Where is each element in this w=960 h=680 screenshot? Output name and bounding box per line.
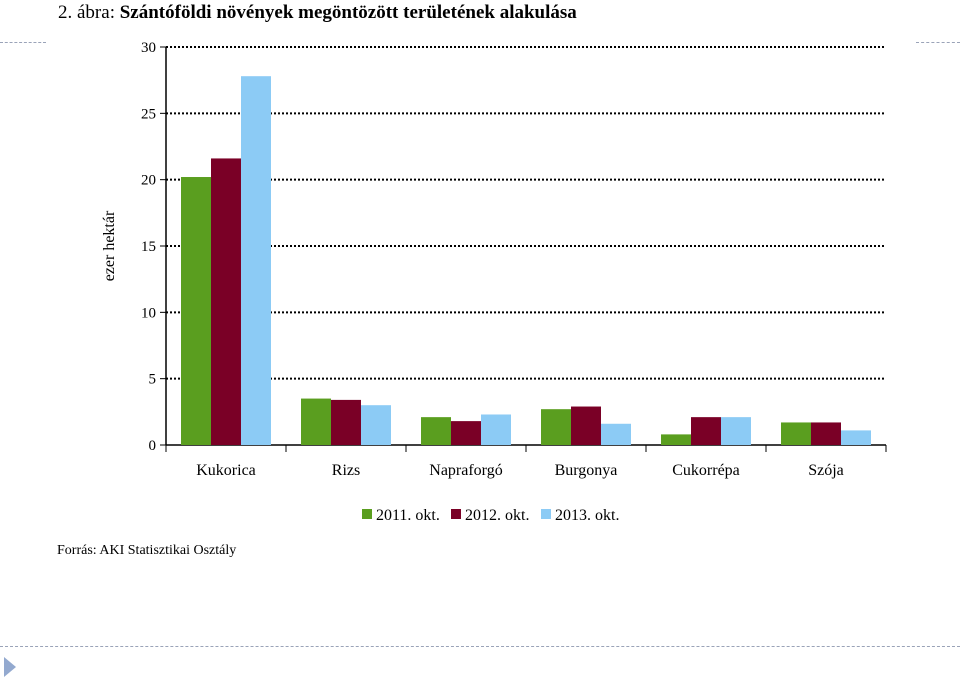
y-tick-label: 0	[149, 438, 157, 454]
top-right-divider	[916, 42, 960, 43]
y-axis-label: ezer hektár	[101, 210, 118, 281]
chart-title: 2. ábra: Szántóföldi növények megöntözöt…	[58, 2, 577, 24]
legend-swatch	[541, 509, 551, 519]
legend-label: 2011. okt.	[376, 507, 440, 524]
figure-title-text: Szántóföldi növények megöntözött terület…	[119, 2, 577, 23]
bottom-divider	[0, 646, 960, 647]
bar	[331, 399, 361, 445]
category-label: Szója	[808, 462, 844, 479]
bar	[721, 417, 751, 445]
bar	[781, 422, 811, 445]
legend-swatch	[362, 509, 372, 519]
nav-arrow-icon[interactable]	[4, 657, 16, 677]
y-tick-label: 10	[141, 305, 156, 321]
bar	[211, 158, 241, 445]
bar	[601, 423, 631, 445]
bar	[451, 421, 481, 445]
legend-swatch	[451, 509, 461, 519]
bar	[571, 406, 601, 445]
bar	[181, 177, 211, 445]
bar	[811, 422, 841, 445]
y-tick-label: 5	[149, 372, 157, 388]
bar	[361, 405, 391, 445]
y-tick-label: 20	[141, 173, 156, 189]
y-tick-label: 15	[141, 239, 156, 255]
bar	[661, 434, 691, 445]
category-label: Kukorica	[196, 462, 256, 479]
category-label: Rizs	[332, 462, 360, 479]
category-label: Napraforgó	[429, 462, 502, 479]
source-note: Forrás: AKI Statisztikai Osztály	[57, 543, 237, 558]
y-tick-label: 30	[141, 40, 156, 56]
category-label: Burgonya	[555, 462, 618, 479]
legend-label: 2013. okt.	[555, 507, 619, 524]
figure-number: 2. ábra:	[58, 2, 115, 23]
bar	[541, 409, 571, 445]
bar	[301, 398, 331, 445]
legend-label: 2012. okt.	[465, 507, 529, 524]
bar	[841, 430, 871, 445]
bar	[241, 76, 271, 445]
y-tick-label: 25	[141, 106, 156, 122]
bar	[691, 417, 721, 445]
bar	[481, 414, 511, 445]
top-left-divider	[0, 42, 46, 43]
bar	[421, 417, 451, 445]
category-label: Cukorrépa	[672, 462, 740, 479]
